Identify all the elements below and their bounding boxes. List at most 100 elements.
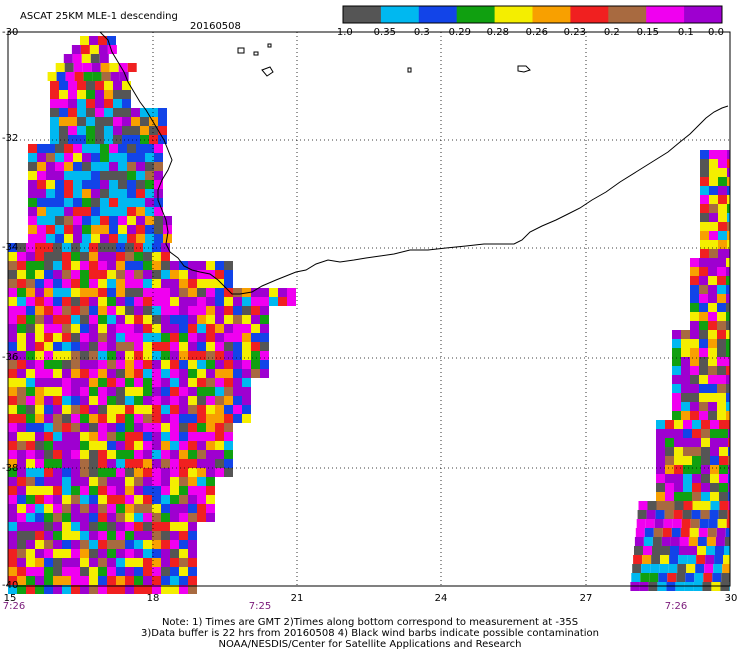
swath-cell [161, 513, 170, 522]
swath-cell [197, 351, 206, 360]
swath-cell [62, 450, 71, 459]
swath-cell [80, 468, 89, 477]
swath-cell [697, 546, 706, 555]
swath-cell [125, 468, 134, 477]
swath-cell [53, 531, 62, 540]
swath-cell [251, 351, 260, 360]
swath-cell [17, 531, 26, 540]
swath-cell [55, 198, 64, 207]
swath-cell [89, 387, 98, 396]
swath-cell [224, 441, 233, 450]
swath-cell [62, 567, 71, 576]
swath-cell [161, 369, 170, 378]
swath-cell [62, 495, 71, 504]
swath-cell [679, 546, 688, 555]
swath-cell [726, 375, 730, 384]
swath-cell [163, 234, 172, 243]
swath-cell [26, 342, 35, 351]
swath-cell [215, 288, 224, 297]
swath-cell [242, 306, 251, 315]
swath-cell [179, 378, 188, 387]
swath-cell [665, 501, 675, 510]
swath-cell [26, 387, 35, 396]
swath-cell [59, 108, 68, 117]
swath-cell [143, 585, 152, 594]
swath-cell [68, 135, 77, 144]
swath-cell [17, 585, 26, 594]
island-2 [261, 66, 274, 77]
swath-cell [125, 567, 134, 576]
swath-cell [107, 369, 116, 378]
swath-cell [71, 441, 80, 450]
swath-cell [62, 360, 71, 369]
swath-cell [53, 495, 62, 504]
swath-cell [206, 495, 215, 504]
swath-cell [89, 585, 98, 594]
swath-cell [82, 234, 91, 243]
swath-cell [188, 261, 197, 270]
swath-cell [700, 186, 709, 195]
swath-cell [44, 468, 53, 477]
swath-cell [251, 333, 260, 342]
swath-cell [116, 549, 125, 558]
swath-cell [206, 351, 215, 360]
swath-cell [53, 387, 62, 396]
swath-cell [62, 333, 71, 342]
swath-cell [179, 333, 188, 342]
swath-cell [80, 252, 89, 261]
swath-cell [116, 396, 125, 405]
swath-cell [107, 513, 116, 522]
swath-cell [116, 297, 125, 306]
swath-cell [170, 504, 179, 513]
swath-cell [152, 333, 161, 342]
swath-cell [233, 333, 242, 342]
swath-cell [728, 501, 730, 510]
swath-cell [8, 378, 17, 387]
swath-cell [709, 177, 718, 186]
swath-cell [143, 270, 152, 279]
swath-cell [26, 513, 35, 522]
swath-cell [107, 531, 116, 540]
swath-cell [136, 198, 145, 207]
swath-cell [62, 351, 71, 360]
swath-cell [82, 189, 91, 198]
swath-cell [134, 459, 143, 468]
swath-cell [8, 486, 17, 495]
swath-cell [44, 531, 53, 540]
swath-cell [89, 432, 98, 441]
swath-cell [35, 522, 44, 531]
swath-cell [692, 465, 701, 474]
swath-cell [107, 486, 116, 495]
swath-cell [89, 540, 98, 549]
swath-cell [91, 207, 100, 216]
swath-cell [700, 159, 709, 168]
swath-cell [242, 396, 251, 405]
swath-cell [44, 486, 53, 495]
swath-cell [674, 429, 683, 438]
swath-cell [62, 585, 71, 594]
swath-cell [224, 468, 233, 477]
swath-cell [89, 477, 98, 486]
swath-cell [64, 225, 73, 234]
swath-cell [125, 504, 134, 513]
swath-cell [26, 459, 35, 468]
swath-cell [197, 369, 206, 378]
swath-cell [26, 477, 35, 486]
swath-cell [726, 303, 730, 312]
swath-cell [710, 429, 719, 438]
swath-cell [35, 513, 44, 522]
swath-cell [116, 351, 125, 360]
swath-cell [98, 531, 107, 540]
colorbar-swatch [418, 6, 458, 23]
swath-cell [17, 387, 26, 396]
swath-cell [708, 375, 717, 384]
swath-cell [726, 294, 730, 303]
swath-cell [98, 468, 107, 477]
swath-cell [8, 459, 17, 468]
swath-cell [55, 162, 64, 171]
swath-cell [134, 288, 143, 297]
swath-cell [71, 513, 80, 522]
swath-cell [127, 162, 136, 171]
swath-cell [251, 306, 260, 315]
swath-cell [113, 81, 122, 90]
